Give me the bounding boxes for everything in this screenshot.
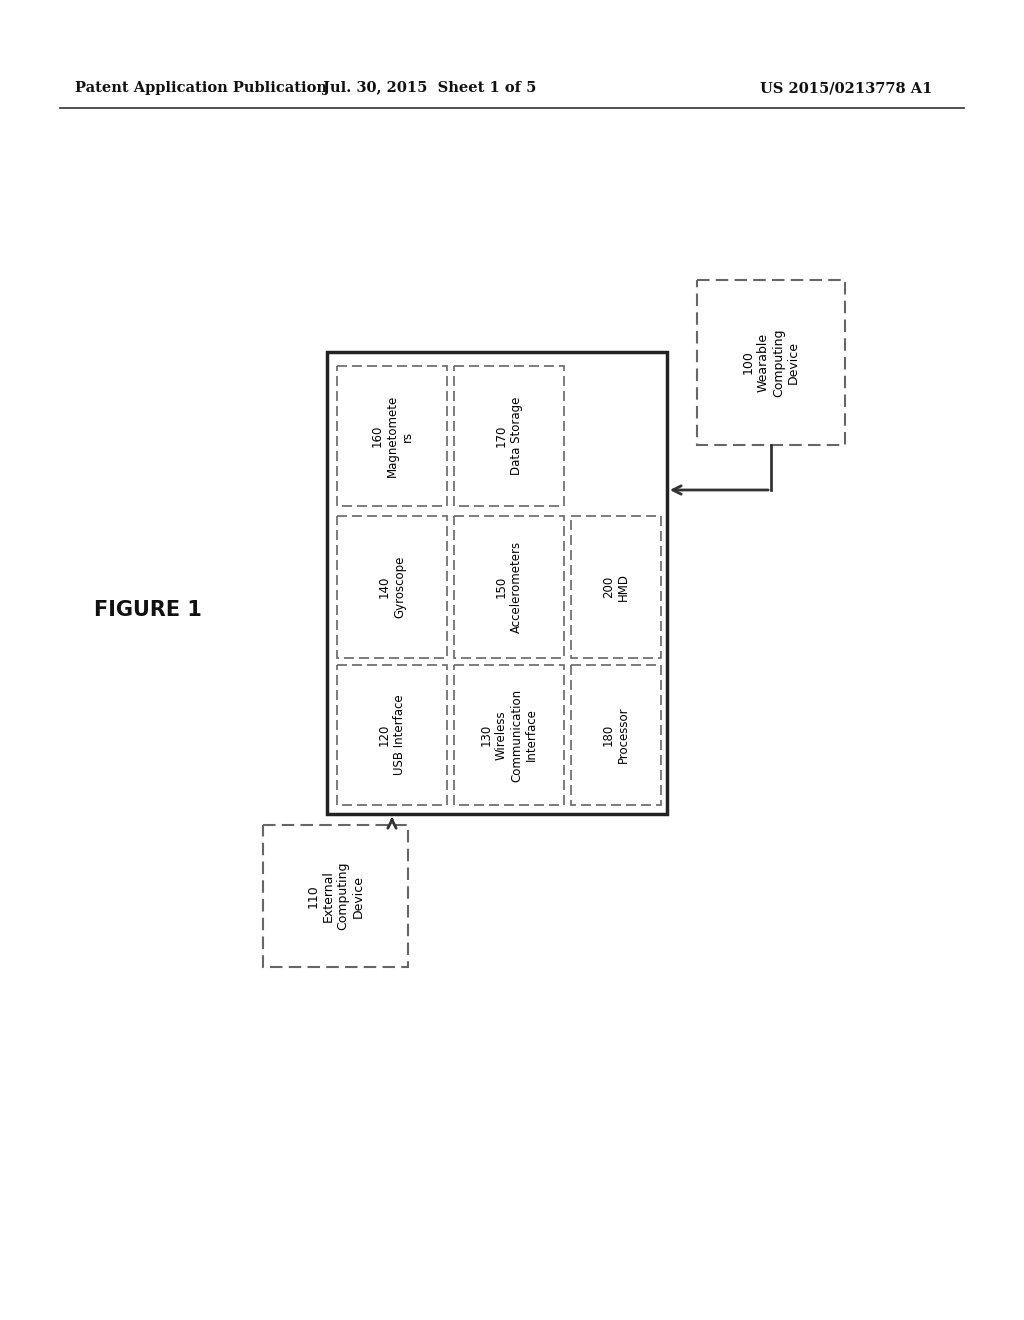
Text: 180
Processor: 180 Processor — [602, 706, 630, 763]
Text: 200
HMD: 200 HMD — [602, 573, 630, 601]
Text: US 2015/0213778 A1: US 2015/0213778 A1 — [760, 81, 933, 95]
Text: 120
USB Interface: 120 USB Interface — [378, 694, 406, 775]
Text: 110
External
Computing
Device: 110 External Computing Device — [306, 862, 365, 931]
Text: 140
Gyroscope: 140 Gyroscope — [378, 556, 406, 618]
Text: FIGURE 1: FIGURE 1 — [94, 601, 202, 620]
Bar — [337, 366, 447, 506]
Text: 100
Wearable
Computing
Device: 100 Wearable Computing Device — [742, 329, 800, 397]
Bar — [263, 825, 408, 968]
Text: 150
Accelerometers: 150 Accelerometers — [495, 541, 523, 634]
Bar — [454, 516, 564, 657]
Bar — [337, 516, 447, 657]
Bar — [697, 280, 845, 445]
Text: 170
Data Storage: 170 Data Storage — [495, 397, 523, 475]
Bar — [454, 366, 564, 506]
Bar — [571, 665, 662, 805]
Bar — [571, 516, 662, 657]
Text: Patent Application Publication: Patent Application Publication — [75, 81, 327, 95]
Text: Jul. 30, 2015  Sheet 1 of 5: Jul. 30, 2015 Sheet 1 of 5 — [324, 81, 537, 95]
Bar — [454, 665, 564, 805]
Bar — [327, 352, 667, 814]
Text: 130
Wireless
Communication
Interface: 130 Wireless Communication Interface — [480, 689, 538, 781]
Bar — [337, 665, 447, 805]
Text: 160
Magnetomete
rs: 160 Magnetomete rs — [371, 395, 414, 477]
